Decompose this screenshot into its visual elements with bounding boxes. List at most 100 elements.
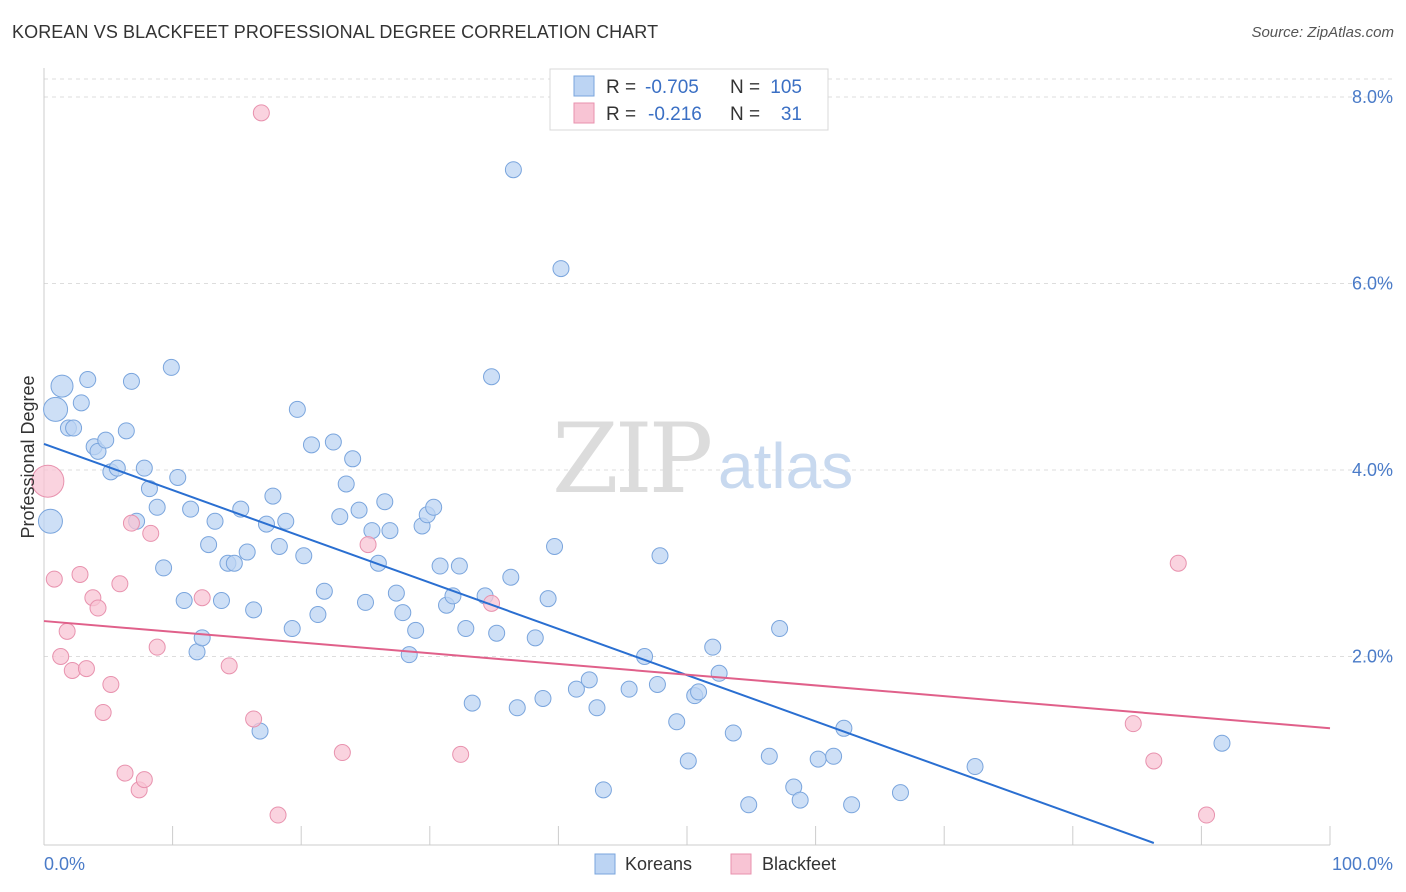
x-tick-labels: 0.0% 100.0%	[44, 854, 1393, 874]
korean-point-74	[539, 590, 557, 608]
korean-point-94	[760, 747, 778, 765]
chart-title: KOREAN VS BLACKFEET PROFESSIONAL DEGREE …	[12, 22, 659, 42]
korean-point-54	[387, 584, 405, 602]
korean-point-56	[400, 646, 418, 664]
korean-point-26	[206, 512, 224, 530]
korean-point-92	[724, 724, 742, 742]
blackfeet-point-8	[89, 599, 107, 617]
bottom-legend-swatch-blackfeet	[730, 853, 752, 875]
korean-point-95	[771, 620, 789, 638]
blackfeet-point-17	[148, 638, 166, 656]
y-tick-labels: 2.0% 4.0% 6.0% 8.0%	[1352, 87, 1393, 667]
korean-point-52	[376, 493, 394, 511]
legend-box: R = -0.705 N = 105 R = -0.216 N = 31	[549, 68, 829, 131]
legend-r-value-1: -0.705	[645, 77, 699, 98]
blackfeet-point-5	[71, 565, 89, 583]
blackfeet-point-12	[116, 764, 134, 782]
korean-point-57	[407, 621, 425, 639]
korean-point-99	[825, 747, 843, 765]
blackfeet-point-19	[220, 657, 238, 675]
legend-n-label-2: N =	[730, 104, 760, 125]
y-axis-label: Professional Degree	[18, 375, 38, 538]
blackfeet-point-22	[269, 806, 287, 824]
blackfeet-point-20	[245, 710, 263, 728]
blackfeet-point-4	[63, 661, 81, 679]
watermark: ZIP atlas	[552, 403, 853, 515]
legend-r-value-2: -0.216	[648, 104, 702, 125]
korean-point-47	[344, 450, 362, 468]
korean-point-104	[1213, 734, 1231, 752]
korean-point-103	[966, 758, 984, 776]
korean-point-4	[65, 419, 83, 437]
blackfeet-point-30	[1198, 806, 1216, 824]
grid-lines	[44, 78, 1393, 657]
korean-point-71	[508, 699, 526, 717]
korean-point-91	[710, 664, 728, 682]
legend-frame	[549, 68, 829, 131]
korean-point-93	[740, 796, 758, 814]
korean-point-39	[288, 400, 306, 418]
korean-point-60	[425, 498, 443, 516]
y-tick-label-3: 8.0%	[1352, 87, 1393, 107]
y-tick-label-1: 4.0%	[1352, 460, 1393, 480]
korean-point-90	[704, 638, 722, 656]
korean-point-5	[72, 394, 90, 412]
korean-point-64	[450, 557, 468, 575]
korean-point-0	[37, 508, 63, 534]
blackfeet-point-27	[1124, 715, 1142, 733]
legend-n-value-2: 31	[781, 104, 802, 125]
korean-point-15	[135, 459, 153, 477]
korean-point-40	[295, 547, 313, 565]
blackfeet-point-16	[142, 524, 160, 542]
korean-point-79	[580, 671, 598, 689]
korean-point-37	[277, 512, 295, 530]
korean-point-6	[79, 371, 97, 389]
korean-point-86	[668, 713, 686, 731]
korean-point-70	[502, 568, 520, 586]
chart-source: Source: ZipAtlas.com	[1251, 24, 1394, 41]
bottom-legend: Koreans Blackfeet	[594, 853, 836, 875]
korean-point-45	[331, 508, 349, 526]
legend-swatch-blackfeet	[573, 102, 595, 124]
blackfeet-point-24	[359, 536, 377, 554]
blackfeet-point-26	[483, 594, 501, 612]
korean-point-78	[567, 680, 585, 698]
korean-point-13	[122, 372, 140, 390]
korean-point-21	[175, 592, 193, 610]
blackfeet-point-25	[452, 745, 470, 763]
korean-point-18	[155, 559, 173, 577]
korean-point-72	[526, 629, 544, 647]
korean-point-24	[193, 629, 211, 647]
blackfeet-point-21	[252, 104, 270, 122]
blackfeet-point-9	[94, 703, 112, 721]
bottom-legend-label-koreans: Koreans	[625, 854, 692, 874]
korean-point-89	[690, 683, 708, 701]
bottom-legend-label-blackfeet: Blackfeet	[762, 854, 836, 874]
legend-r-label-2: R =	[606, 104, 636, 125]
korean-point-31	[238, 543, 256, 561]
y-tick-label-0: 2.0%	[1352, 647, 1393, 667]
korean-point-32	[245, 601, 263, 619]
blackfeet-point-11	[111, 575, 129, 593]
korean-point-36	[270, 537, 288, 555]
series-blackfeet-points	[31, 104, 1216, 824]
korean-point-84	[648, 675, 666, 693]
korean-point-77	[552, 260, 570, 278]
korean-trend-line	[43, 442, 1155, 844]
korean-point-73	[534, 689, 552, 707]
korean-point-12	[117, 422, 135, 440]
korean-point-61	[431, 557, 449, 575]
korean-point-69	[488, 624, 506, 642]
korean-point-87	[679, 752, 697, 770]
korean-point-50	[363, 522, 381, 540]
blackfeet-point-28	[1145, 752, 1163, 770]
watermark-zip: ZIP	[552, 403, 711, 515]
blackfeet-point-10	[102, 675, 120, 693]
korean-point-44	[324, 433, 342, 451]
watermark-atlas: atlas	[718, 430, 853, 502]
korean-point-98	[809, 750, 827, 768]
legend-swatch-koreans	[573, 75, 595, 97]
korean-point-85	[651, 547, 669, 565]
korean-point-43	[315, 582, 333, 600]
korean-point-76	[546, 537, 564, 555]
